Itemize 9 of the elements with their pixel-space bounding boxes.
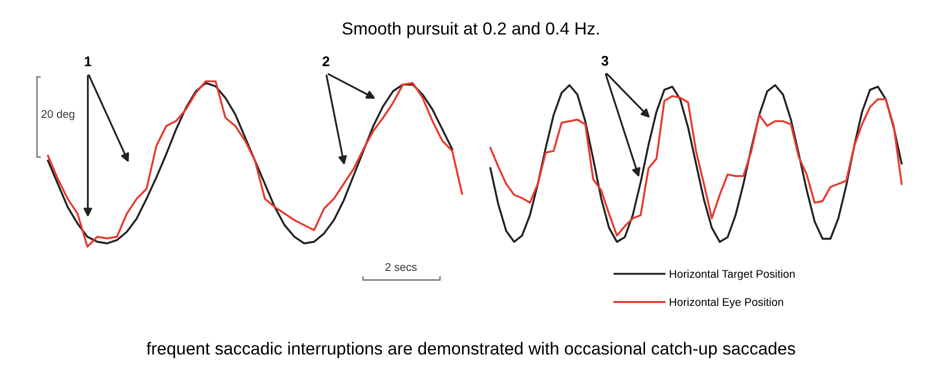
text: 1 bbox=[84, 56, 92, 66]
text: 2 secs bbox=[386, 263, 417, 271]
text: frequent saccadic interruptions are demonstrated with occasional catch-up saccades bbox=[146, 342, 796, 358]
annotation: 20 deg bbox=[42, 110, 74, 120]
legend-label: Horizontal Target Position bbox=[670, 270, 795, 280]
chart-title: Smooth pursuit at 0.2 and 0.4 Hz. bbox=[342, 22, 599, 38]
text: 3 bbox=[601, 56, 608, 66]
text: 2 bbox=[322, 56, 330, 66]
legend-label: Horizontal Eye Position bbox=[670, 298, 784, 308]
